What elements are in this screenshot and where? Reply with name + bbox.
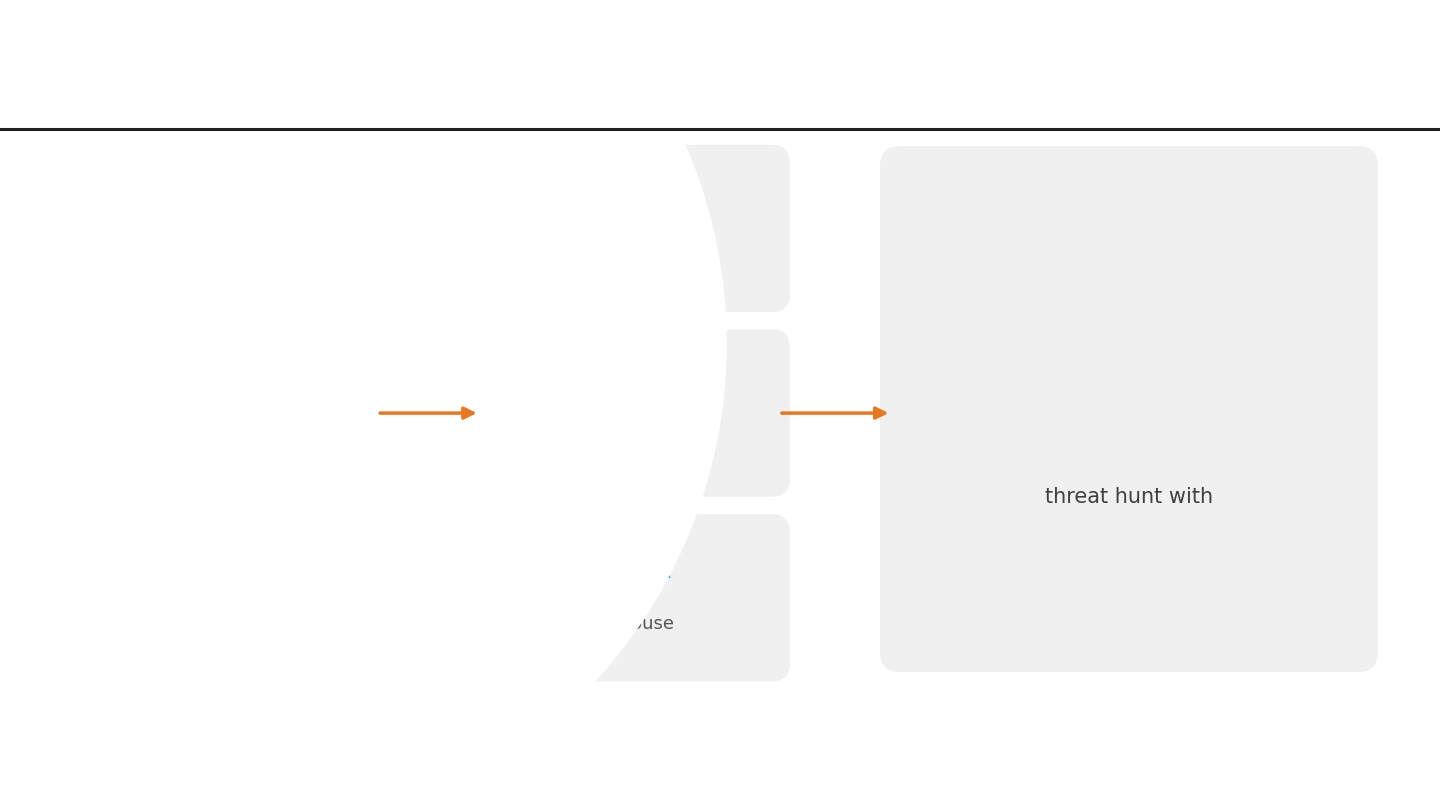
Text: native connector: native connector — [127, 509, 325, 528]
FancyBboxPatch shape — [62, 146, 390, 672]
Text: API Abuse: API Abuse — [585, 615, 674, 633]
FancyBboxPatch shape — [469, 514, 789, 681]
Text: Determine: Determine — [563, 377, 696, 397]
Text: Vulnerable APIs: Vulnerable APIs — [559, 430, 700, 448]
Circle shape — [0, 0, 726, 810]
Text: Discover: Discover — [575, 193, 684, 212]
Text: Akamai API Security: Akamai API Security — [82, 85, 495, 119]
FancyBboxPatch shape — [469, 145, 789, 312]
Text: Detect: Detect — [588, 562, 671, 582]
Text: threat hunt with: threat hunt with — [1045, 487, 1212, 506]
Text: Shadow APIs: Shadow APIs — [572, 245, 687, 263]
FancyBboxPatch shape — [880, 146, 1378, 672]
FancyBboxPatch shape — [469, 330, 789, 497]
